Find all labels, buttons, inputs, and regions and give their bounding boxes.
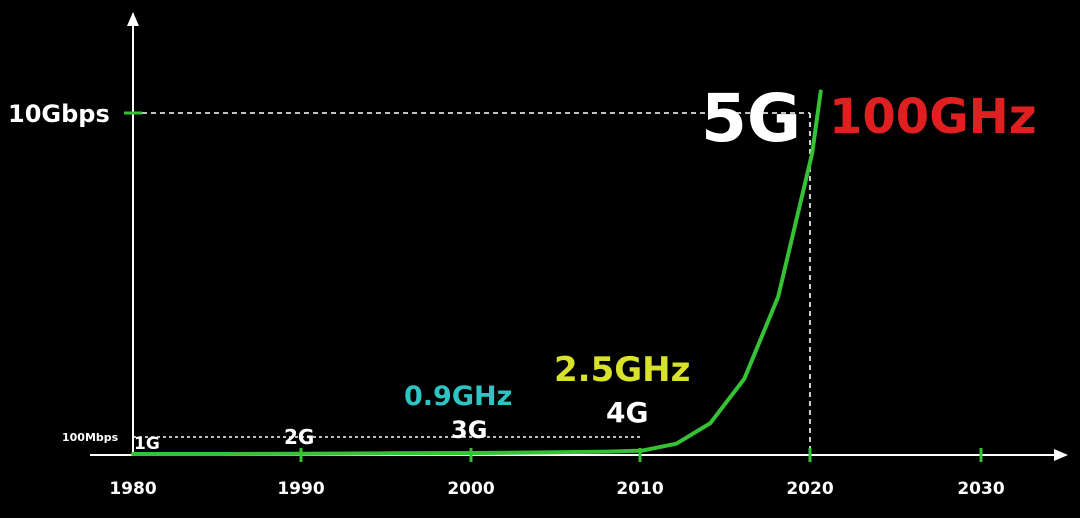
series-point-2020 (811, 152, 813, 154)
generation-label-1g: 1G (134, 434, 160, 454)
x-tick-label-2010: 2010 (616, 479, 663, 499)
series-points (132, 90, 822, 455)
series-point-2014 (709, 422, 711, 424)
series-point-1990 (302, 453, 304, 455)
series-point-2010 (641, 450, 643, 452)
series-point-2020.5 (820, 90, 822, 92)
frequency-label-100ghz: 100GHz (829, 89, 1037, 145)
x-tick-label-1980: 1980 (109, 479, 156, 499)
series-point-1995 (387, 452, 389, 454)
y-tick-label-100mbps: 100Mbps (62, 431, 119, 444)
series-line (131, 89, 823, 456)
x-tick-label-2000: 2000 (447, 479, 494, 499)
x-tick-label-1990: 1990 (277, 479, 324, 499)
generation-label-2g: 2G (284, 425, 314, 449)
series-point-2005 (557, 451, 558, 453)
series-point-2008 (607, 451, 609, 453)
series-point-2012 (675, 443, 677, 445)
series-point-2016 (743, 378, 745, 380)
generation-label-5g: 5G (701, 80, 801, 157)
x-tick-label-2020: 2020 (786, 479, 833, 499)
series-point-1985 (217, 453, 219, 455)
frequency-label-0-9ghz: 0.9GHz (404, 381, 512, 412)
generation-label-4g: 4G (606, 396, 648, 429)
y-tick-label-10gbps: 10Gbps (8, 100, 110, 128)
series-point-2018 (777, 296, 779, 298)
frequency-label-2-5ghz: 2.5GHz (554, 350, 690, 390)
x-tick-label-2030: 2030 (957, 479, 1004, 499)
generation-label-3g: 3G (451, 416, 487, 444)
series-point-2000 (472, 452, 474, 454)
series-point-1980 (132, 453, 134, 455)
